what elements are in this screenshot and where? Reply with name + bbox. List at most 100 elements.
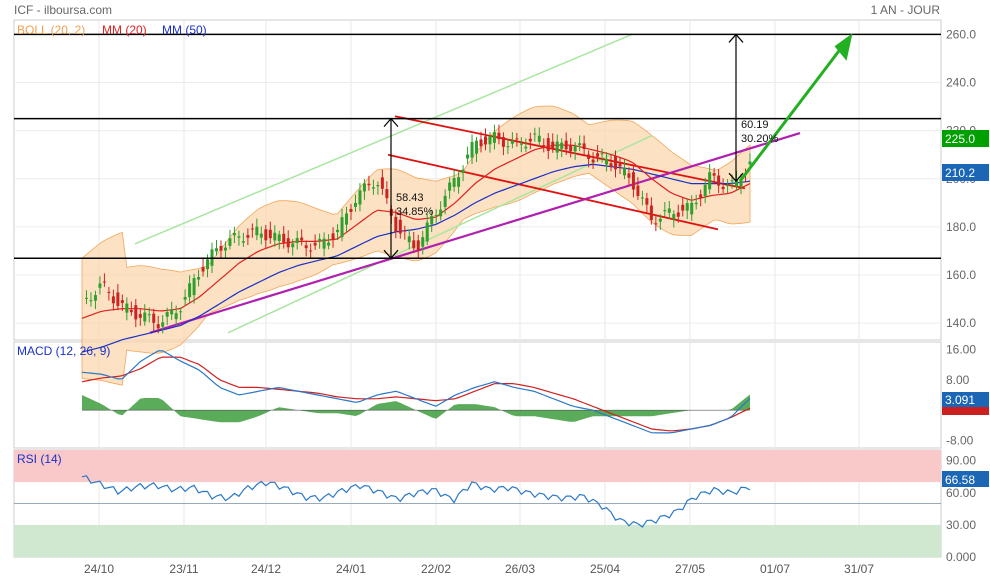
- candle-body: [98, 283, 102, 288]
- candle-body: [457, 177, 461, 187]
- candle-body: [506, 146, 510, 148]
- candle-body: [730, 180, 734, 182]
- rsi-overbought-zone: [14, 450, 941, 483]
- candle-body: [672, 214, 676, 220]
- candle-body: [376, 185, 380, 187]
- macd-tick-label: 8.00: [946, 373, 970, 387]
- candle-body: [479, 139, 483, 147]
- downtrend-upper-line: [394, 115, 746, 190]
- y-tick-label: 140.0: [946, 316, 976, 330]
- candlestick-layer: [84, 124, 752, 334]
- candle-body: [147, 314, 151, 316]
- candle-body: [475, 140, 479, 154]
- rsi-line: [81, 475, 751, 528]
- candle-body: [259, 233, 263, 238]
- candle-body: [336, 229, 340, 233]
- candle-body: [627, 173, 631, 178]
- annotation-pct-1: 34.85%: [396, 206, 434, 218]
- candle-body: [322, 238, 326, 249]
- candle-body: [134, 305, 138, 320]
- channel-upper-line: [134, 33, 633, 245]
- macd-tick-label: -8.00: [946, 433, 974, 447]
- candle-body: [165, 312, 169, 317]
- candle-body: [237, 236, 241, 238]
- candle-body: [721, 186, 725, 190]
- candle-body: [367, 183, 371, 186]
- x-tick-label: 01/07: [760, 562, 790, 576]
- mm20-line: [81, 144, 751, 319]
- candle-body: [219, 245, 223, 251]
- candle-body: [703, 184, 707, 197]
- candle-body: [609, 163, 613, 167]
- downtrend-lower-line: [387, 153, 719, 231]
- candle-body: [84, 297, 88, 299]
- candle-body: [425, 222, 429, 242]
- candle-body: [515, 138, 519, 140]
- trendline-layer: [134, 33, 801, 334]
- chart-title: ICF - ilboursa.com: [14, 3, 112, 17]
- candle-body: [138, 314, 142, 318]
- legend-boll: BOLL (20, 2): [17, 23, 85, 37]
- candle-body: [569, 145, 573, 152]
- candle-body: [631, 172, 635, 190]
- candle-body: [573, 145, 577, 152]
- candle-body: [497, 132, 501, 140]
- candle-body: [524, 146, 528, 149]
- candle-body: [640, 197, 644, 199]
- measure-arrow-1-head: [383, 117, 399, 128]
- candle-body: [461, 169, 465, 173]
- x-tick-label: 25/04: [590, 562, 620, 576]
- candle-body: [443, 195, 447, 207]
- candle-body: [250, 228, 254, 230]
- legend-mm20: MM (20): [102, 23, 147, 37]
- rsi-layer: [81, 475, 751, 528]
- candle-body: [313, 242, 317, 246]
- y-tick-label: 160.0: [946, 268, 976, 282]
- candle-body: [398, 219, 402, 234]
- macd-panel-frame: [13, 341, 942, 449]
- price-label-close: 210.2: [945, 166, 975, 180]
- candle-body: [197, 277, 201, 280]
- x-tick-label: 27/05: [675, 562, 705, 576]
- measure-arrow-2-tail: [728, 172, 744, 183]
- annotation-gain-2: 60.19: [741, 119, 769, 131]
- candle-body: [596, 153, 600, 157]
- axis-layer: 260.0240.0220.0200.0180.0160.0140.016.00…: [84, 27, 976, 576]
- candle-body: [349, 209, 353, 212]
- candle-body: [183, 297, 187, 300]
- candle-body: [246, 235, 250, 238]
- candle-body: [156, 324, 160, 329]
- candle-body: [143, 312, 147, 322]
- candle-body: [537, 135, 541, 142]
- candle-body: [560, 142, 564, 149]
- candle-body: [582, 143, 586, 150]
- candle-body: [286, 238, 290, 248]
- candle-body: [255, 226, 259, 236]
- candle-body: [268, 229, 272, 239]
- candle-body: [488, 136, 492, 145]
- candle-body: [748, 161, 752, 165]
- x-tick-label: 31/07: [844, 562, 874, 576]
- candle-body: [676, 212, 680, 217]
- rsi-tick-label: 0.000: [946, 550, 976, 564]
- grid-layer: [13, 19, 942, 558]
- price-label-close-bg: [942, 164, 989, 181]
- candle-body: [93, 295, 97, 301]
- candle-body: [690, 202, 694, 215]
- candle-body: [717, 175, 721, 186]
- candle-body: [174, 313, 178, 320]
- candle-body: [129, 309, 133, 313]
- rsi-tick-label: 30.00: [946, 518, 976, 532]
- rsi-oversold-zone: [14, 524, 941, 557]
- support-line: [149, 132, 801, 334]
- x-tick-label: 22/02: [421, 562, 451, 576]
- annotation-gain-1: 58.43: [396, 192, 424, 204]
- candle-body: [223, 247, 227, 251]
- target-arrow: [738, 40, 848, 183]
- channel-lower-line: [227, 134, 653, 334]
- candle-body: [309, 250, 313, 252]
- candle-body: [214, 248, 218, 252]
- candle-body: [587, 154, 591, 159]
